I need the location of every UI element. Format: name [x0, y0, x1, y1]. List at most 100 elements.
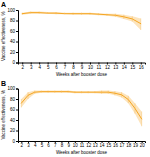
- tick-label: 12: [105, 65, 111, 70]
- tick-label: 100: [7, 8, 15, 13]
- tick-label: 3: [30, 65, 33, 70]
- tick: 16: [139, 63, 145, 70]
- tick: 15: [130, 63, 136, 70]
- tick-label: 15: [130, 65, 136, 70]
- tick: 17: [120, 141, 126, 148]
- tick-mark: [16, 110, 18, 111]
- tick: 7: [54, 141, 57, 148]
- axis-line: [16, 89, 19, 142]
- panel: 2345678910111213141516171819200204060801…: [1, 80, 146, 156]
- tick-label: 100: [7, 86, 15, 91]
- tick: 6: [47, 141, 50, 148]
- tick-label: 15: [106, 143, 112, 148]
- tick: 40: [10, 39, 18, 44]
- x-axis: 2345678910111213141516: [19, 63, 146, 70]
- tick-mark: [16, 141, 18, 142]
- tick-label: 16: [139, 65, 145, 70]
- tick: 20: [140, 141, 146, 148]
- tick: 10: [73, 141, 79, 148]
- tick-label: 2: [21, 143, 24, 148]
- tick: 3: [30, 63, 33, 70]
- tick-label: 60: [10, 107, 16, 112]
- tick-label: 20: [140, 143, 146, 148]
- tick-label: 0: [12, 60, 15, 65]
- tick: 14: [122, 63, 128, 70]
- tick-mark: [16, 10, 18, 11]
- tick-label: 80: [10, 97, 16, 102]
- tick: 12: [86, 141, 92, 148]
- tick: 5: [41, 141, 44, 148]
- line: [21, 92, 141, 119]
- tick-label: 11: [97, 65, 102, 70]
- tick-label: 13: [93, 143, 99, 148]
- axis-line: [16, 11, 19, 64]
- tick: 11: [80, 141, 85, 148]
- tick: 16: [113, 141, 119, 148]
- panel: 2345678910111213141516020406080100Weeks …: [1, 1, 146, 77]
- tick-label: 40: [10, 118, 16, 123]
- tick: 3: [27, 141, 30, 148]
- tick-mark: [16, 63, 18, 64]
- panel-label: A: [1, 1, 6, 8]
- tick-label: 8: [61, 143, 64, 148]
- x-axis-title: Weeks after booster dose: [56, 72, 108, 77]
- tick-mark: [16, 52, 18, 53]
- tick: 60: [10, 29, 18, 34]
- tick: 10: [88, 63, 94, 70]
- tick: 5: [47, 63, 50, 70]
- tick: 2: [21, 63, 24, 70]
- tick: 4: [38, 63, 41, 70]
- tick-label: 12: [86, 143, 92, 148]
- tick-label: 2: [21, 65, 24, 70]
- tick-label: 7: [54, 143, 57, 148]
- tick: 100: [7, 86, 18, 91]
- tick: 4: [34, 141, 37, 148]
- tick-label: 60: [10, 29, 16, 34]
- y-axis-title: Vaccine effectiveness, %: [1, 11, 6, 61]
- tick-label: 16: [113, 143, 119, 148]
- tick-mark: [16, 42, 18, 43]
- tick: 9: [81, 63, 84, 70]
- tick-label: 9: [81, 65, 84, 70]
- tick: 0: [12, 60, 18, 65]
- tick: 8: [72, 63, 75, 70]
- tick-label: 4: [38, 65, 41, 70]
- tick: 2: [21, 141, 24, 148]
- tick: 14: [100, 141, 106, 148]
- tick-label: 5: [41, 143, 44, 148]
- tick-label: 10: [88, 65, 94, 70]
- tick: 8: [61, 141, 64, 148]
- tick: 40: [10, 118, 18, 123]
- tick-label: 80: [10, 18, 16, 23]
- tick-label: 14: [100, 143, 106, 148]
- tick-mark: [16, 31, 18, 32]
- tick-mark: [16, 21, 18, 22]
- error-bar: [140, 18, 141, 30]
- tick-label: 4: [34, 143, 37, 148]
- panel-label: B: [1, 80, 6, 87]
- tick-label: 17: [120, 143, 126, 148]
- ci-band: [22, 12, 141, 30]
- tick-label: 6: [47, 143, 50, 148]
- tick-label: 14: [122, 65, 128, 70]
- x-axis-title: Weeks after booster dose: [56, 150, 108, 155]
- plot-area: [21, 91, 141, 127]
- tick-label: 0: [12, 139, 15, 144]
- tick: 12: [105, 63, 111, 70]
- tick: 11: [97, 63, 102, 70]
- tick: 7: [64, 63, 67, 70]
- tick: 13: [93, 141, 99, 148]
- x-axis: 234567891011121314151617181920: [19, 141, 146, 148]
- tick-label: 40: [10, 39, 16, 44]
- tick-label: 18: [126, 143, 132, 148]
- tick: 20: [10, 128, 18, 133]
- tick-label: 3: [27, 143, 30, 148]
- tick: 15: [106, 141, 112, 148]
- tick: 80: [10, 97, 18, 102]
- tick: 0: [12, 139, 18, 144]
- tick-label: 20: [10, 128, 16, 133]
- tick: 100: [7, 8, 18, 13]
- tick-mark: [16, 99, 18, 100]
- chart: 2345678910111213141516020406080100Weeks …: [0, 0, 150, 157]
- tick-label: 6: [55, 65, 58, 70]
